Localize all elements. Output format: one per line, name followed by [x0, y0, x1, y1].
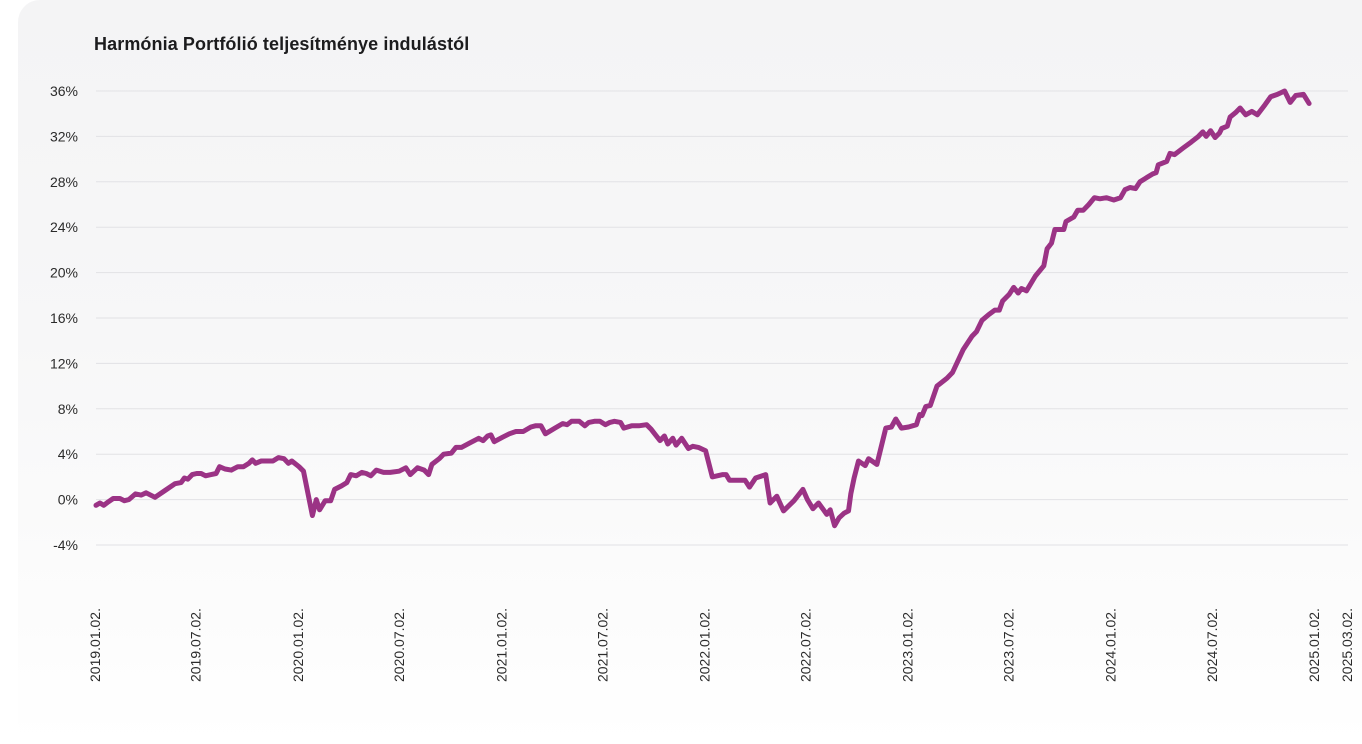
x-tick-label: 2019.01.02.: [87, 608, 103, 682]
x-tick-label: 2025.03.02.: [1339, 608, 1355, 682]
x-tick-label: 2019.07.02.: [188, 608, 204, 682]
chart-title: Harmónia Portfólió teljesítménye indulás…: [94, 34, 470, 54]
x-axis-tick-labels: 2019.01.02. 2019.07.02. 2020.01.02. 2020.07…: [87, 608, 1355, 682]
y-axis-tick-labels: -4% 0% 4% 8% 12% 16% 20% 24% 28% 32% 36%: [50, 83, 78, 553]
series-line: [93, 88, 1312, 529]
series-lines: [93, 88, 1312, 529]
y-tick-label: 16%: [50, 310, 78, 326]
x-tick-label: 2023.07.02.: [1000, 608, 1016, 682]
chart-card: [18, 0, 1362, 744]
y-tick-label: 28%: [50, 174, 78, 190]
x-tick-label: 2022.01.02.: [697, 608, 713, 682]
x-tick-label: 2021.01.02.: [494, 608, 510, 682]
y-tick-label: 12%: [50, 355, 78, 371]
x-tick-label: 2020.01.02.: [290, 608, 306, 682]
x-tick-label: 2024.01.02.: [1103, 608, 1119, 682]
y-tick-label: 20%: [50, 265, 78, 281]
x-tick-label: 2021.07.02.: [594, 608, 610, 682]
y-tick-label: 4%: [58, 446, 78, 462]
y-tick-label: 36%: [50, 83, 78, 99]
x-tick-label: 2022.07.02.: [797, 608, 813, 682]
y-tick-label: 32%: [50, 128, 78, 144]
x-tick-label: 2020.07.02.: [391, 608, 407, 682]
x-tick-label: 2023.01.02.: [900, 608, 916, 682]
y-tick-label: 0%: [58, 492, 78, 508]
x-tick-label: 2025.01.02.: [1306, 608, 1322, 682]
x-tick-label: 2024.07.02.: [1204, 608, 1220, 682]
y-tick-label: -4%: [53, 537, 78, 553]
y-tick-label: 8%: [58, 401, 78, 417]
y-tick-label: 24%: [50, 219, 78, 235]
